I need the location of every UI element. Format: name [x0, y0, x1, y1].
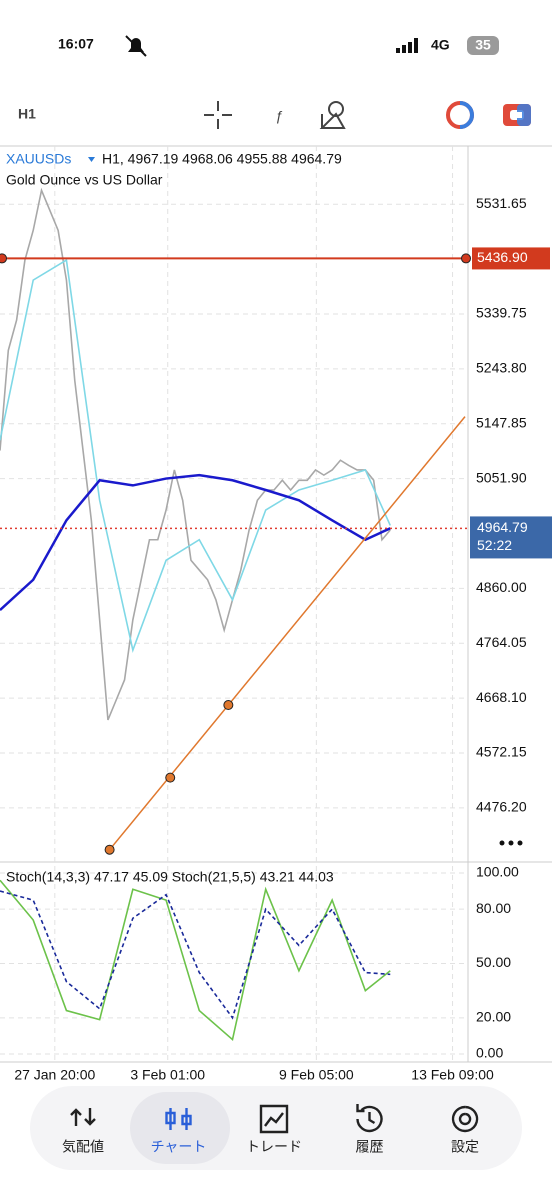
signal-icon	[396, 38, 418, 53]
ohlc: H1, 4967.19 4968.06 4955.88 4964.79	[102, 151, 342, 167]
current-price-box	[470, 516, 552, 559]
battery-level: 35	[475, 37, 491, 53]
account-button[interactable]	[446, 101, 474, 129]
trendline-handle[interactable]	[165, 772, 176, 783]
y-tick-label: 20.00	[476, 1009, 511, 1025]
y-tick-label: 5339.75	[476, 305, 527, 321]
crosshair-button[interactable]	[204, 101, 232, 129]
y-tick-label: 4572.15	[476, 744, 527, 760]
y-tick-label: 4668.10	[476, 689, 527, 705]
fast-ma	[0, 258, 391, 653]
objects-button[interactable]	[319, 101, 346, 129]
tab-label[interactable]: 履歴	[356, 1139, 384, 1155]
tab-label[interactable]: トレード	[246, 1139, 302, 1155]
level-handle[interactable]	[461, 253, 471, 264]
level-label: 5436.90	[477, 249, 528, 265]
current-price-label: 4964.79	[477, 519, 528, 535]
level-handle[interactable]	[0, 253, 7, 264]
stoch-plot: 100.00 80.00 50.00 20.00 0.00	[0, 864, 519, 1061]
trade-button[interactable]	[503, 104, 531, 126]
trendline	[109, 416, 466, 851]
trendline-handle[interactable]	[223, 700, 234, 711]
symbol[interactable]: XAUUSDs	[6, 151, 71, 167]
tab-label[interactable]: 気配値	[62, 1139, 104, 1155]
y-tick-label: 0.00	[476, 1045, 503, 1061]
x-tick-label: 9 Feb 05:00	[279, 1067, 354, 1083]
tab-label[interactable]: チャート	[151, 1139, 207, 1155]
y-tick-label: 5243.80	[476, 360, 527, 376]
y-tick-label: 5051.90	[476, 469, 527, 485]
nav-bar	[30, 1086, 522, 1170]
y-tick-label: 100.00	[476, 864, 519, 880]
price-plot: 5531.65 5339.75 5243.80 5147.85 5051.90 4860.…	[0, 146, 527, 1083]
price-line	[0, 187, 391, 721]
symbol-dropdown[interactable]	[88, 157, 95, 162]
more-button[interactable]	[499, 840, 523, 846]
tab-icon[interactable]	[259, 1104, 289, 1134]
description: Gold Ounce vs US Dollar	[6, 172, 163, 188]
timeframe[interactable]: H1	[18, 106, 36, 122]
slow-ma	[0, 473, 391, 612]
stoch-label: Stoch(14,3,3) 47.17 45.09 Stoch(21,5,5) …	[6, 869, 334, 885]
y-tick-label: 4476.20	[476, 799, 527, 815]
overlay: 5436.90 4964.79 52:22	[0, 247, 552, 855]
stoch-line	[0, 890, 391, 1020]
y-tick-label: 4860.00	[476, 579, 527, 595]
nav-tabs: 気配値 チャート トレード 履歴 設定	[62, 1092, 479, 1164]
countdown: 52:22	[477, 537, 512, 553]
tab-icon[interactable]	[70, 1108, 96, 1126]
y-tick-label: 5147.85	[476, 414, 527, 430]
trendline-handle[interactable]	[104, 844, 115, 855]
battery	[467, 36, 499, 55]
clock: 16:07	[58, 36, 94, 52]
tab-icon[interactable]	[165, 1108, 192, 1130]
y-tick-label: 4764.05	[476, 634, 527, 650]
level-label-box	[472, 247, 550, 270]
tab-label[interactable]: 設定	[451, 1139, 479, 1155]
x-tick-label: 3 Feb 01:00	[130, 1067, 205, 1083]
indicator-button[interactable]: ƒ	[275, 108, 283, 124]
y-tick-label: 5531.65	[476, 195, 527, 211]
mute-icon	[125, 35, 147, 57]
active-tab-bg	[130, 1092, 230, 1164]
x-tick-label: 13 Feb 09:00	[411, 1067, 494, 1083]
network: 4G	[431, 37, 450, 53]
tab-icon[interactable]	[356, 1104, 383, 1133]
y-tick-label: 50.00	[476, 954, 511, 970]
y-tick-label: 80.00	[476, 900, 511, 916]
stoch-line	[0, 879, 391, 1042]
tab-icon[interactable]	[451, 1105, 479, 1133]
x-tick-label: 27 Jan 20:00	[14, 1067, 95, 1083]
